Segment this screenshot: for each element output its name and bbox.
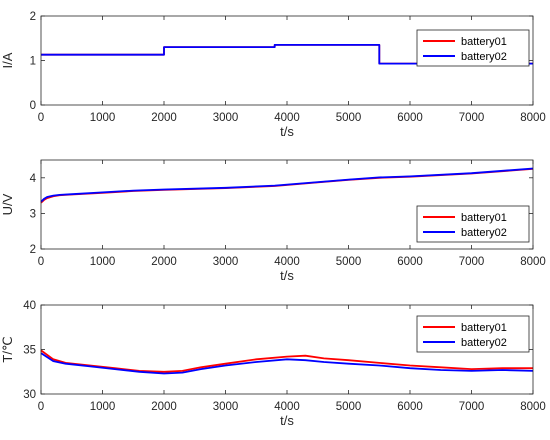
y-tick-label: 0 [30, 100, 36, 112]
x-tick-label: 0 [38, 256, 44, 268]
legend-box [416, 315, 530, 353]
y-tick-label: 2 [30, 244, 36, 256]
legend-label: battery02 [461, 337, 507, 349]
x-tick-label: 4000 [274, 401, 300, 413]
x-tick-label: 2000 [151, 401, 177, 413]
x-axis-label: t/s [280, 268, 294, 283]
x-tick-label: 6000 [397, 401, 423, 413]
y-tick-label: 1 [30, 56, 36, 68]
y-axis-label: T/℃ [0, 336, 15, 362]
x-tick-label: 3000 [213, 112, 239, 124]
x-tick-label: 1000 [90, 112, 116, 124]
legend-label: battery01 [461, 36, 507, 48]
x-tick-label: 6000 [397, 256, 423, 268]
series-group [40, 167, 534, 204]
legend: battery01 battery02 [416, 205, 530, 243]
x-tick-label: 0 [38, 401, 44, 413]
legend: battery01 battery02 [416, 29, 530, 67]
chart-panel-3: 0 1000 2000 3000 4000 5000 6000 7000 8000 30 35 40 t… [0, 300, 546, 428]
series-line-battery02 [41, 44, 533, 65]
x-axis-label: t/s [280, 124, 294, 139]
x-tick-label: 7000 [459, 256, 485, 268]
x-tick-label: 5000 [336, 256, 362, 268]
series-line-battery02 [40, 352, 534, 375]
y-tick-label: 3 [30, 208, 36, 220]
y-axis-label: I/A [0, 52, 15, 68]
x-tick-label: 3000 [213, 401, 239, 413]
chart-panel-2: 0 1000 2000 3000 4000 5000 6000 7000 8000 2 3 4 t/s U… [0, 159, 546, 283]
legend: battery01 battery02 [416, 315, 530, 353]
y-tick-label: 2 [30, 11, 36, 23]
legend-box [416, 29, 530, 67]
y-tick-label: 30 [23, 389, 36, 401]
series-line-battery02 [40, 167, 534, 203]
x-tick-label: 2000 [151, 112, 177, 124]
y-tick-label: 4 [30, 173, 37, 185]
legend-box [416, 205, 530, 243]
x-tick-label: 7000 [459, 401, 485, 413]
chart-panel-1: 0 1000 2000 3000 4000 5000 6000 7000 8000 0 1 2 t/s I… [0, 11, 546, 139]
legend-label: battery01 [461, 212, 507, 224]
x-tick-label: 4000 [274, 256, 300, 268]
x-tick-label: 8000 [520, 401, 546, 413]
y-tick-label: 40 [23, 300, 36, 312]
x-tick-label: 7000 [459, 112, 485, 124]
x-tick-label: 5000 [336, 401, 362, 413]
x-tick-label: 6000 [397, 112, 423, 124]
x-tick-label: 8000 [520, 112, 546, 124]
y-axis-label: U/V [0, 193, 15, 215]
x-tick-label: 1000 [90, 256, 116, 268]
x-tick-label: 1000 [90, 401, 116, 413]
x-tick-label: 0 [38, 112, 44, 124]
series-group [41, 44, 533, 65]
x-tick-label: 5000 [336, 112, 362, 124]
series-group [40, 349, 534, 375]
legend-label: battery02 [461, 51, 507, 63]
legend-label: battery02 [461, 227, 507, 239]
x-tick-label: 4000 [274, 112, 300, 124]
x-axis-label: t/s [280, 413, 294, 428]
x-tick-label: 2000 [151, 256, 177, 268]
x-tick-label: 3000 [213, 256, 239, 268]
x-tick-label: 8000 [520, 256, 546, 268]
y-tick-label: 35 [23, 345, 36, 357]
legend-label: battery01 [461, 322, 507, 334]
